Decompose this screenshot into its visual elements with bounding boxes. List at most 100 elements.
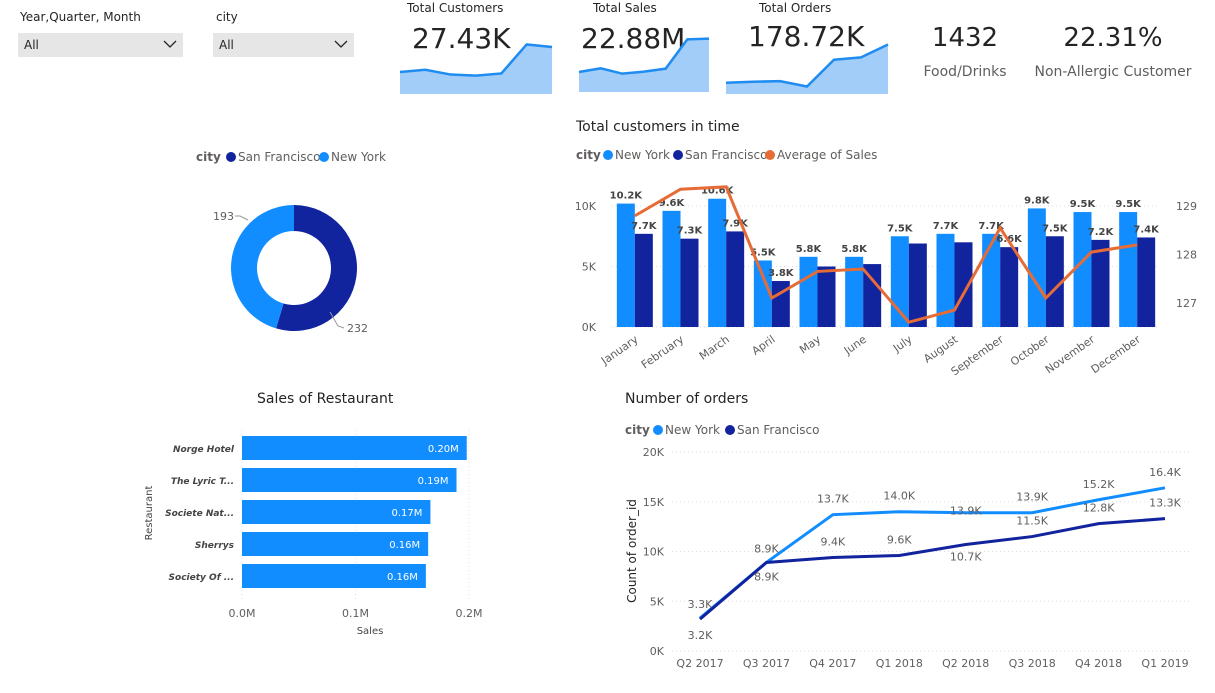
x-tick-label: January bbox=[598, 333, 641, 368]
data-label: 7.7K bbox=[978, 221, 1005, 232]
data-label: 15.2K bbox=[1083, 478, 1115, 491]
y2-tick-label: 129 bbox=[1176, 200, 1197, 213]
legend-title: city bbox=[576, 148, 601, 162]
data-label: 7.7K bbox=[631, 221, 658, 232]
leader-line bbox=[329, 311, 345, 329]
bar-new-york bbox=[1073, 212, 1092, 327]
legend-marker bbox=[226, 152, 236, 162]
donut-slice-new-york bbox=[230, 205, 294, 329]
bar-san-francisco bbox=[771, 281, 790, 327]
data-label: 3.3K bbox=[688, 598, 713, 611]
card-non-allergic-value: 22.31% bbox=[1063, 23, 1163, 53]
slicer-date-dropdown[interactable]: All bbox=[18, 33, 183, 57]
x-tick-label: 0.0M bbox=[229, 607, 256, 620]
customers-combo-chart: city New York San Francisco Average of Sale… bbox=[575, 148, 1197, 375]
legend-item: San Francisco bbox=[737, 423, 819, 437]
data-label: 232 bbox=[347, 322, 368, 335]
restaurant-bar-chart: 0.0M 0.1M 0.2M 0.20M Norge Hotel 0.19M The Lyr… bbox=[144, 430, 483, 637]
chevron-down-icon bbox=[334, 40, 348, 48]
x-tick-label: 0.1M bbox=[342, 607, 369, 620]
bar-new-york bbox=[936, 233, 955, 327]
y-tick-label: 0K bbox=[650, 645, 665, 658]
data-label: 7.3K bbox=[677, 226, 704, 237]
legend-marker bbox=[673, 150, 683, 160]
sparkline-line bbox=[578, 37, 710, 75]
bar-new-york bbox=[708, 198, 727, 327]
slicer-city-label: city bbox=[216, 10, 238, 24]
x-tick-label: Q4 2018 bbox=[1075, 657, 1122, 670]
kpi-orders-value: 178.72K bbox=[748, 20, 865, 53]
x-tick-label: Q2 2018 bbox=[942, 657, 989, 670]
legend-title: city bbox=[196, 150, 221, 164]
donut-slice-san-francisco bbox=[276, 205, 357, 331]
orders-line-chart: city New York San Francisco 0K 5K 10K 15K 20K Co… bbox=[625, 423, 1190, 670]
restaurant-chart-title: Sales of Restaurant bbox=[257, 391, 394, 407]
x-tick-label: Q1 2019 bbox=[1141, 657, 1188, 670]
data-label: 5.8K bbox=[841, 244, 868, 255]
bar-san-francisco bbox=[1045, 236, 1064, 327]
legend-item: New York bbox=[665, 423, 720, 437]
bar-new-york bbox=[662, 210, 681, 327]
x-tick-label: April bbox=[749, 333, 777, 358]
chevron-down-icon bbox=[163, 40, 177, 48]
sparkline-line bbox=[399, 43, 553, 77]
legend-marker bbox=[603, 150, 613, 160]
sparkline-area bbox=[579, 38, 709, 92]
y-tick-label: 10K bbox=[643, 546, 665, 559]
data-label: 13.7K bbox=[817, 493, 849, 506]
legend-item: New York bbox=[331, 150, 386, 164]
y-tick-label: 5K bbox=[650, 595, 665, 608]
kpi-sales-title: Total Sales bbox=[593, 1, 657, 15]
data-label: 3.2K bbox=[688, 629, 713, 642]
legend-marker bbox=[725, 425, 735, 435]
slicer-city-dropdown[interactable]: All bbox=[213, 33, 354, 57]
data-label: 5.8K bbox=[796, 244, 823, 255]
kpi-sales-value: 22.88M bbox=[581, 22, 686, 55]
bar-new-york bbox=[753, 260, 772, 327]
y-axis-title: Restaurant bbox=[144, 486, 155, 541]
legend-title: city bbox=[625, 423, 650, 437]
legend-item: Average of Sales bbox=[777, 148, 877, 162]
bar-san-francisco bbox=[1091, 239, 1110, 327]
legend-item: San Francisco bbox=[238, 150, 320, 164]
legend-item: New York bbox=[615, 148, 670, 162]
data-label: 9.5K bbox=[1115, 199, 1142, 210]
bar-san-francisco bbox=[954, 242, 973, 327]
data-label: 13.9K bbox=[1016, 491, 1048, 504]
city-donut-chart: city San Francisco New York 232 193 bbox=[196, 150, 386, 335]
orders-chart-title: Number of orders bbox=[625, 391, 749, 407]
data-label: 8.9K bbox=[754, 570, 779, 583]
card-food-drinks-label: Food/Drinks bbox=[923, 64, 1007, 80]
bar-new-york bbox=[1027, 208, 1046, 327]
x-tick-label: Q3 2018 bbox=[1009, 657, 1056, 670]
data-label: 7.5K bbox=[1042, 223, 1069, 234]
bar-san-francisco bbox=[1000, 247, 1019, 327]
data-label: 3.8K bbox=[768, 268, 795, 279]
data-label: 9.5K bbox=[1070, 199, 1097, 210]
kpi-customers-value: 27.43K bbox=[412, 22, 511, 55]
bar-restaurant bbox=[242, 532, 429, 556]
data-label: 7.7K bbox=[933, 221, 960, 232]
data-label: 9.6K bbox=[887, 533, 912, 546]
data-label: 0.20M bbox=[428, 444, 459, 455]
bar-san-francisco bbox=[634, 233, 653, 327]
bar-restaurant bbox=[242, 500, 431, 524]
bar-san-francisco bbox=[1137, 237, 1156, 327]
y-axis-title: Count of order_id bbox=[625, 499, 639, 603]
card-non-allergic-label: Non-Allergic Customer bbox=[1034, 64, 1192, 80]
x-tick-label: Q1 2018 bbox=[876, 657, 923, 670]
y-tick-label: 10K bbox=[575, 200, 597, 213]
data-label: 12.8K bbox=[1083, 502, 1115, 515]
x-tick-label: Q4 2017 bbox=[809, 657, 856, 670]
x-tick-label: 0.2M bbox=[456, 607, 483, 620]
y-tick-label: 0K bbox=[582, 321, 597, 334]
data-label: 9.8K bbox=[1024, 195, 1051, 206]
legend-item: San Francisco bbox=[685, 148, 767, 162]
kpi-customers-sparkline bbox=[399, 43, 553, 94]
y-tick-label: Society Of ... bbox=[169, 573, 234, 583]
data-label: 0.17M bbox=[392, 508, 423, 519]
kpi-orders-title: Total Orders bbox=[759, 1, 832, 15]
bar-san-francisco bbox=[908, 243, 927, 327]
y-tick-label: Societe Nat... bbox=[165, 509, 234, 519]
line-new-york bbox=[699, 486, 1166, 620]
